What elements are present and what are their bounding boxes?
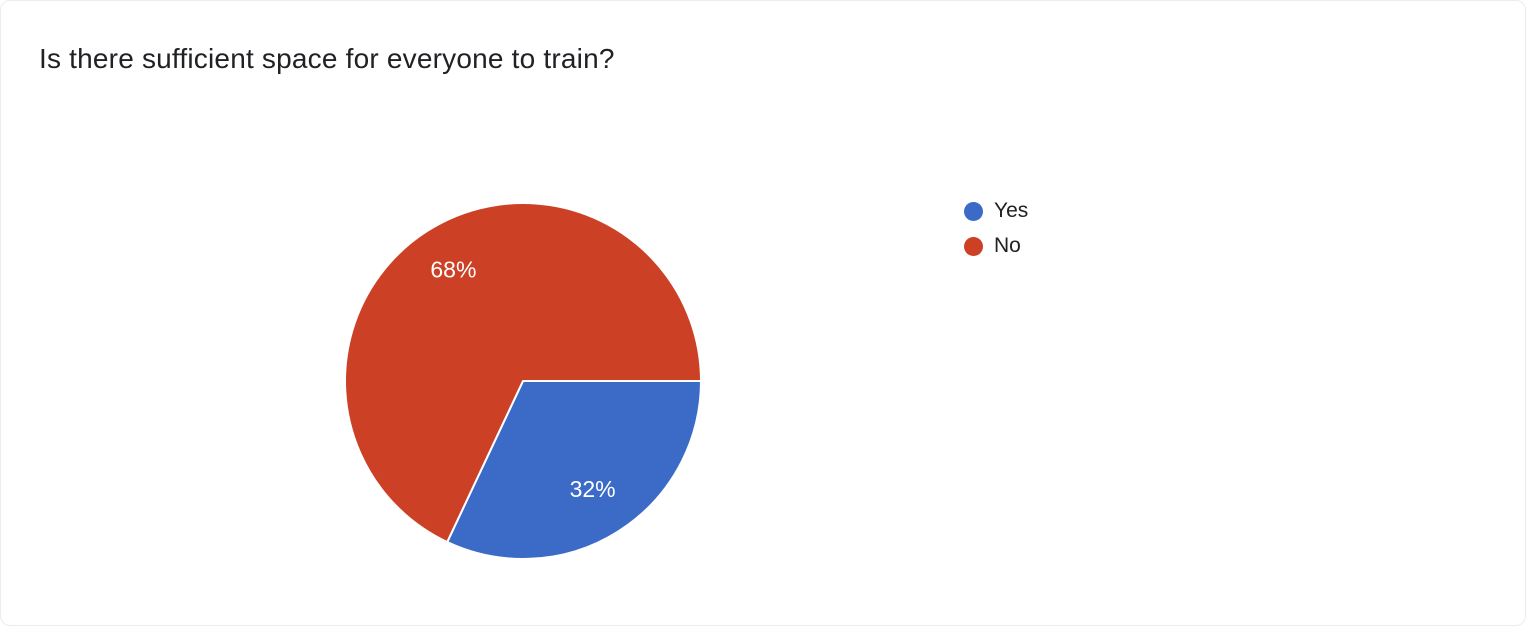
question-title: Is there sufficient space for everyone t… (39, 43, 615, 74)
legend-item-no: No (964, 234, 1028, 258)
legend-label-no: No (994, 234, 1021, 257)
pie-chart: 32% 68% (344, 202, 702, 560)
chart-legend: Yes No (964, 199, 1028, 258)
pie-label-yes: 32% (570, 476, 616, 502)
legend-swatch-yes (964, 201, 983, 221)
pie-label-no: 68% (430, 256, 476, 282)
legend-label-yes: Yes (994, 199, 1029, 222)
legend-swatch-no (964, 236, 983, 256)
pie-slice-no (344, 202, 702, 544)
legend-item-yes: Yes (964, 199, 1028, 223)
pie-slice-yes (446, 380, 702, 560)
